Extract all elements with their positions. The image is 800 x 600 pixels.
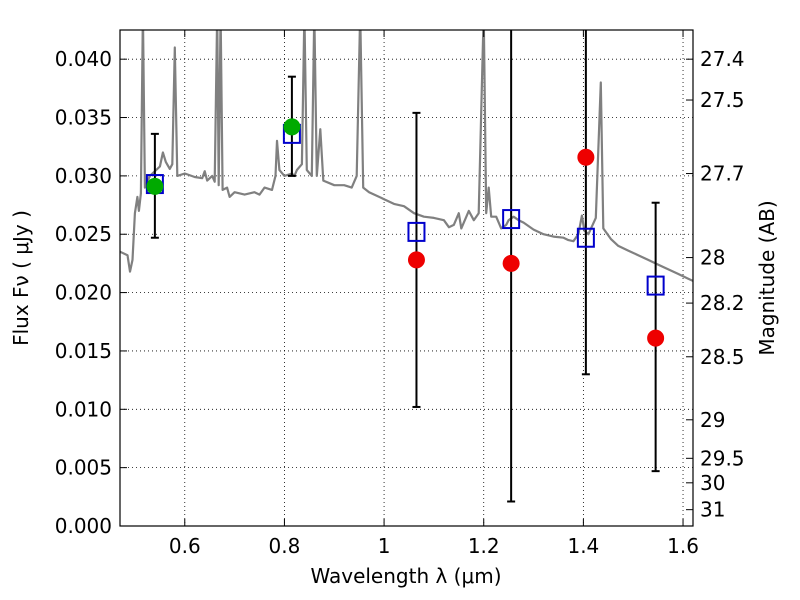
magnitude-tick-label: 31 [700,498,725,522]
magnitude-tick-label: 27.4 [700,47,745,71]
markers-layer [145,118,665,347]
plot-frame [119,29,694,527]
non-detection-point [502,254,520,272]
x-tick-label: 1.6 [667,534,699,558]
magnitude-tick-labels: 27.4 27.5 27.7 28 28.2 28.5 29 29.530 31 [700,47,745,521]
x-axis-title: Wavelength λ (μm) [310,564,501,588]
magnitude-tick-label: 28 [700,246,725,270]
non-detection-point [577,148,595,166]
x-tick-labels: 0.6 0.8 1 1.2 1.4 1.6 [169,534,699,558]
model-spectrum-layer [120,30,693,282]
axis-ticks [120,30,693,527]
y-tick-label: 0.030 [55,164,112,188]
y-tick-label: 0.020 [55,281,112,305]
model-photometry-square [646,275,665,296]
y-tick-label: 0.010 [55,397,112,421]
model-photometry-square [502,209,521,230]
magnitude-tick-label: 30 [700,471,725,495]
magnitude-tick-label: 29.5 [700,446,745,470]
detection-point [283,118,301,136]
magnitude-tick-label: 28.2 [700,291,745,315]
y-tick-label: 0.015 [55,339,112,363]
y-tick-labels: 0.000 0.005 0.010 0.015 0.020 0.025 0.030 0.035… [55,47,112,538]
non-detection-point [647,329,665,347]
y-tick-label: 0.040 [55,47,112,71]
magnitude-tick-label: 27.5 [700,88,745,112]
x-tick-label: 1 [378,534,391,558]
y-axis-title: Flux Fν ( μJy ) [9,210,33,346]
x-tick-label: 1.4 [567,534,599,558]
right-axis-title: Magnitude (AB) [755,200,779,355]
detection-point [146,177,164,195]
x-tick-label: 0.8 [269,534,301,558]
y-tick-label: 0.005 [55,456,112,480]
x-tick-label: 0.6 [169,534,201,558]
model-spectrum-line [120,30,693,282]
magnitude-tick-label: 28.5 [700,345,745,369]
y-tick-label: 0.000 [55,514,112,538]
model-photometry-square [576,227,595,248]
magnitude-tick-label: 29 [700,408,725,432]
y-tick-label: 0.025 [55,222,112,246]
non-detection-point [407,251,425,269]
model-photometry-square [407,221,426,242]
magnitude-tick-label: 27.7 [700,162,745,186]
y-tick-label: 0.035 [55,106,112,130]
grid-lines [120,30,693,527]
x-tick-label: 1.2 [468,534,500,558]
